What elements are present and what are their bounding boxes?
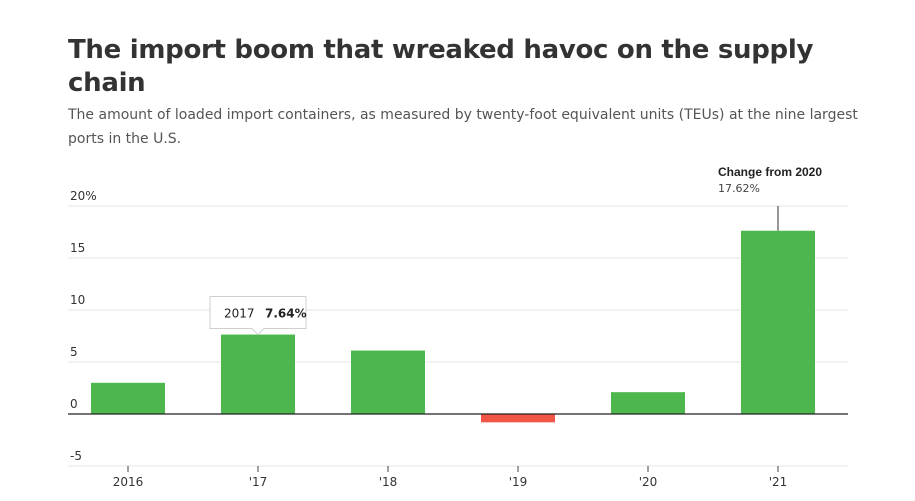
bar[interactable] [351,350,425,414]
grid-lines [68,205,848,467]
y-tick-label: 10 [70,293,85,307]
annotation-title: Change from 2020 [718,165,822,179]
bar[interactable] [611,392,685,414]
tooltip-value: 7.64% [265,307,307,321]
bar[interactable] [481,414,555,423]
bar[interactable] [741,230,815,414]
x-axis-ticks: 2016 '17 '18 '19 '20 '21 [113,466,788,489]
x-tick-label: 2016 [113,475,144,489]
y-tick-label: 15 [70,241,85,255]
tooltip-box [209,296,307,336]
x-tick-label: '20 [639,475,658,489]
chart-subtitle: The amount of loaded import containers, … [68,107,858,147]
bar[interactable] [91,382,165,414]
y-tick-label: 0 [70,397,78,411]
x-tick-label: '19 [509,475,528,489]
tooltip-text: 2017 7.64% [224,305,307,322]
annotation-value: 17.62% [718,182,760,195]
annotation: Change from 2020 17.62% [718,165,822,231]
y-tick-label: 5 [70,345,78,359]
tooltip: 2017 7.64% [209,296,307,336]
bar-chart: 20% 15 10 5 0 -5 2016 '17 '18 '19 '20 '21 Change f… [68,165,848,489]
bar[interactable] [221,334,295,414]
x-tick-label: '21 [769,475,788,489]
x-tick-label: '18 [379,475,398,489]
x-tick-label: '17 [249,475,268,489]
y-tick-label: -5 [70,449,82,463]
y-axis-ticks: 20% 15 10 5 0 -5 [70,189,97,463]
chart-title: The import boom that wreaked havoc on th… [68,35,814,98]
y-tick-label: 20% [70,189,97,203]
tooltip-category: 2017 [224,307,255,321]
bars [91,230,815,423]
